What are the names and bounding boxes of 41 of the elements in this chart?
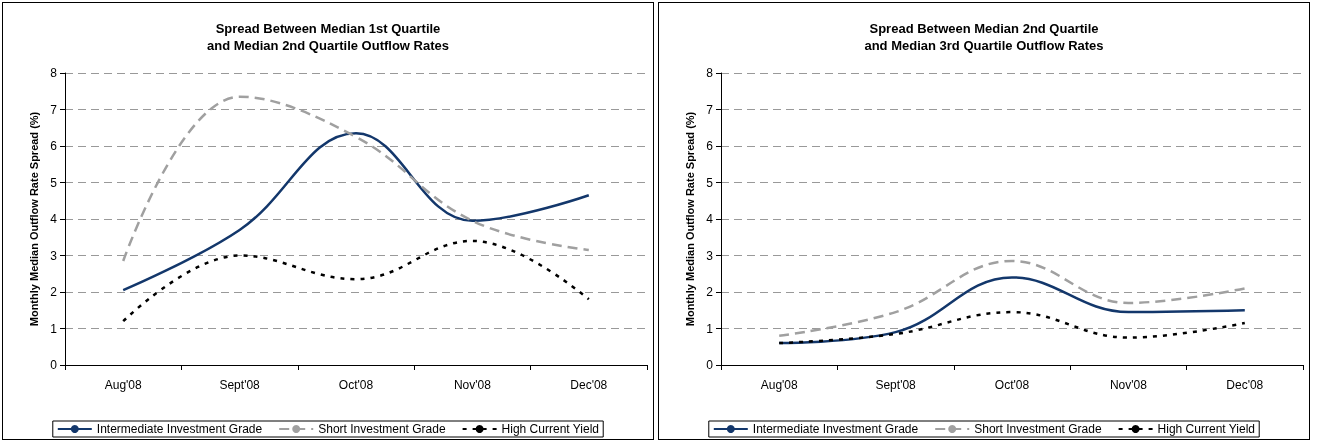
y-tick-label: 6 xyxy=(50,139,58,153)
y-tick-label: 6 xyxy=(706,139,714,153)
legend-label: Intermediate Investment Grade xyxy=(752,422,919,436)
y-tick-label: 0 xyxy=(706,358,714,372)
line-series xyxy=(777,310,1247,345)
x-tick-label: Oct'08 xyxy=(338,378,374,392)
line-series xyxy=(121,131,591,292)
y-tick-label: 3 xyxy=(706,248,714,263)
y-axis-title: Monthly Median Outflow Rate Spread (%) xyxy=(683,111,696,327)
legend-label: Intermediate Investment Grade xyxy=(96,422,263,436)
x-tick-label: Sept'08 xyxy=(875,378,917,392)
legend-label: High Current Yield xyxy=(501,422,599,436)
legend-label: Short Investment Grade xyxy=(318,422,446,436)
chart-title: Spread Between Median 1st Quartile and Median 2nd Quartile Outflow Rates xyxy=(207,21,449,53)
x-tick-label: Dec'08 xyxy=(1226,378,1264,392)
x-tick-label: Aug'08 xyxy=(760,378,799,392)
y-tick-label: 7 xyxy=(706,102,714,117)
legend-label: Short Investment Grade xyxy=(974,422,1102,436)
line-series xyxy=(121,239,591,323)
x-tick-label: Dec'08 xyxy=(570,378,608,392)
x-tick-label: Oct'08 xyxy=(994,378,1030,392)
y-axis-title: Monthly Median Outflow Rate Spread (%) xyxy=(27,111,40,327)
y-tick-label: 2 xyxy=(706,285,714,299)
legend-label: High Current Yield xyxy=(1157,422,1255,436)
y-tick-label: 7 xyxy=(50,102,58,117)
y-tick-label: 3 xyxy=(50,248,58,263)
y-tick-label: 5 xyxy=(50,175,58,190)
y-tick-label: 5 xyxy=(706,175,714,190)
y-tick-label: 0 xyxy=(50,358,58,372)
y-tick-label: 4 xyxy=(706,212,714,226)
y-tick-label: 2 xyxy=(50,285,58,299)
y-tick-label: 8 xyxy=(706,66,714,80)
y-tick-label: 8 xyxy=(50,66,58,80)
x-tick-label: Aug'08 xyxy=(104,378,143,392)
y-tick-label: 4 xyxy=(50,212,58,226)
chart-title: Spread Between Median 2nd Quartile and Median 3rd Quartile Outflow Rates xyxy=(864,21,1104,53)
x-tick-label: Sept'08 xyxy=(219,378,261,392)
x-tick-label: Nov'08 xyxy=(453,378,492,392)
x-tick-label: Nov'08 xyxy=(1109,378,1148,392)
y-tick-label: 1 xyxy=(50,321,58,336)
y-tick-label: 1 xyxy=(706,321,714,336)
